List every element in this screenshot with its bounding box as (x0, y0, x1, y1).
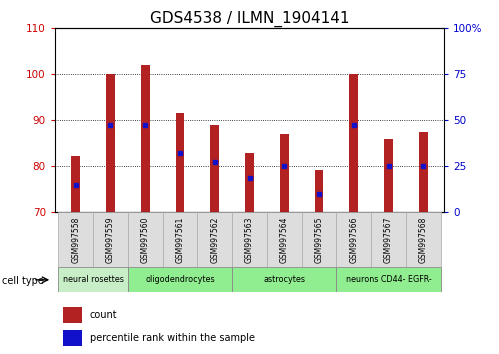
Text: GSM997560: GSM997560 (141, 217, 150, 263)
Bar (371, 212, 406, 267)
Bar (176, 113, 184, 212)
Text: neurons CD44- EGFR-: neurons CD44- EGFR- (346, 275, 431, 284)
Bar (58, 212, 93, 267)
Bar (128, 212, 163, 267)
Bar (63, 307, 82, 323)
Bar (280, 134, 288, 212)
Text: GSM997566: GSM997566 (349, 217, 358, 263)
Text: percentile rank within the sample: percentile rank within the sample (90, 332, 255, 343)
Bar (349, 74, 358, 212)
Bar (106, 74, 115, 212)
Bar (71, 156, 80, 212)
Text: cell type: cell type (2, 276, 44, 286)
Text: count: count (90, 310, 118, 320)
Title: GDS4538 / ILMN_1904141: GDS4538 / ILMN_1904141 (150, 11, 349, 27)
Bar (128, 267, 232, 292)
Text: GSM997561: GSM997561 (176, 217, 185, 263)
Text: oligodendrocytes: oligodendrocytes (145, 275, 215, 284)
Text: neural rosettes: neural rosettes (63, 275, 124, 284)
Text: GSM997562: GSM997562 (210, 217, 219, 263)
Text: GSM997567: GSM997567 (384, 217, 393, 263)
Bar (245, 153, 254, 212)
Text: astrocytes: astrocytes (263, 275, 305, 284)
Bar (384, 139, 393, 212)
Text: GSM997564: GSM997564 (280, 217, 289, 263)
Bar (211, 125, 219, 212)
Text: GSM997563: GSM997563 (245, 217, 254, 263)
Bar (301, 212, 336, 267)
Bar (141, 65, 150, 212)
Bar (419, 132, 428, 212)
Text: GSM997565: GSM997565 (314, 217, 323, 263)
Bar (63, 330, 82, 346)
Bar (232, 267, 336, 292)
Bar (93, 212, 128, 267)
Bar (336, 212, 371, 267)
Bar (315, 170, 323, 212)
Text: GSM997558: GSM997558 (71, 217, 80, 263)
Bar (406, 212, 441, 267)
Bar (232, 212, 267, 267)
Bar (58, 267, 128, 292)
Text: GSM997568: GSM997568 (419, 217, 428, 263)
Text: GSM997559: GSM997559 (106, 217, 115, 263)
Bar (163, 212, 198, 267)
Bar (336, 267, 441, 292)
Bar (198, 212, 232, 267)
Bar (267, 212, 301, 267)
